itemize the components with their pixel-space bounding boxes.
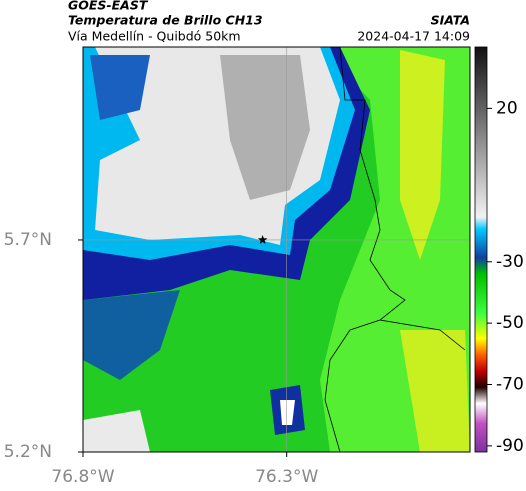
x-tick-label: 76.8°W <box>51 467 114 487</box>
colorbar-tick-label: -50 <box>496 313 524 333</box>
y-tick-label: 5.7°N <box>4 230 52 250</box>
colorbar-tick-label: 20 <box>496 98 518 118</box>
route: Vía Medellín - Quibdó 50km <box>68 29 241 44</box>
map-frame <box>82 46 471 453</box>
timestamp: 2024-04-17 14:09 <box>357 29 470 44</box>
x-tick-label: 76.3°W <box>255 467 318 487</box>
colorbar-tick-label: -70 <box>496 375 524 395</box>
title: GOES-EAST <box>68 0 149 13</box>
colorbar-tick-label: -30 <box>496 252 524 272</box>
satellite-field <box>83 47 470 452</box>
subtitle: Temperatura de Brillo CH13 <box>68 13 263 28</box>
grid <box>83 47 470 452</box>
y-tick-label: 5.2°N <box>4 442 52 462</box>
colorbar-tick-label: -90 <box>496 436 524 456</box>
location-marker <box>257 235 268 244</box>
source: SIATA <box>431 13 470 28</box>
colorbar <box>474 46 488 453</box>
